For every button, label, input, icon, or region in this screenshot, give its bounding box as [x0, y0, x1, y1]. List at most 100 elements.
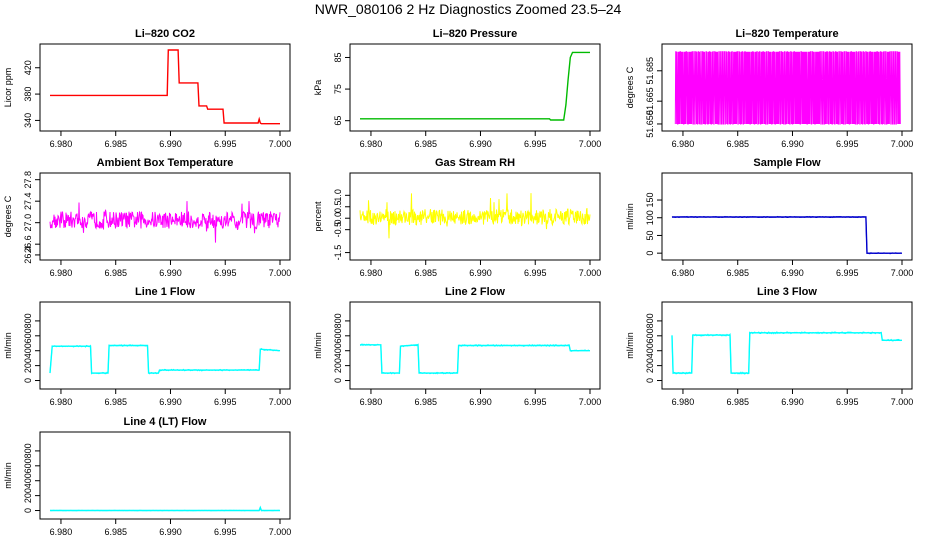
panel-title: Li–820 CO2	[135, 28, 195, 40]
x-tick-label: 6.990	[469, 139, 492, 149]
data-series-noise	[671, 330, 902, 375]
x-tick-label: 6.995	[214, 397, 237, 407]
panel-4: Ambient Box Temperature degrees C 6.980 6.9…	[3, 157, 291, 278]
y-tick-label: 0.5	[333, 201, 343, 214]
plot-frame	[661, 301, 913, 390]
panel-title: Li–820 Temperature	[735, 28, 838, 40]
y-tick-label: 100	[645, 210, 655, 225]
x-tick-label: 6.980	[672, 139, 695, 149]
y-tick-label: 200	[333, 358, 343, 373]
panel-6: Sample Flow ml/min 6.980 6.985 6.990 6.995 7.0…	[625, 157, 913, 278]
plot-frame	[39, 43, 291, 132]
x-tick-label: 7.000	[269, 268, 292, 278]
y-axis-label: kPa	[313, 80, 323, 96]
panel-1: Li–820 CO2 Licor ppm 6.980 6.985 6.990 6.995 7…	[3, 28, 291, 149]
x-tick-label: 6.985	[104, 139, 127, 149]
x-tick-label: 6.985	[104, 397, 127, 407]
x-tick-label: 6.985	[104, 527, 127, 537]
x-tick-label: 6.985	[414, 139, 437, 149]
y-axis-label: degrees C	[625, 66, 635, 108]
y-tick-label: 0	[333, 378, 343, 383]
x-tick-label: 6.995	[836, 397, 859, 407]
y-tick-label: 27.4	[23, 192, 33, 210]
x-tick-label: 6.990	[159, 397, 182, 407]
y-tick-label: 27.0	[23, 214, 33, 232]
y-tick-label: 200	[23, 488, 33, 503]
panel-9: Line 3 Flow ml/min 6.980 6.985 6.990 6.995 7.0…	[625, 286, 913, 407]
x-tick-label: 6.980	[50, 527, 73, 537]
panel-title: Line 2 Flow	[445, 286, 505, 298]
plot-frame	[661, 172, 913, 261]
data-series-noise	[49, 344, 279, 375]
y-tick-label: 600	[23, 328, 33, 343]
page-title: NWR_080106 2 Hz Diagnostics Zoomed 23.5–…	[314, 1, 622, 17]
x-tick-label: 6.990	[159, 268, 182, 278]
y-tick-label: 0	[645, 378, 655, 383]
x-tick-label: 7.000	[891, 397, 914, 407]
panel-title: Li–820 Pressure	[433, 28, 517, 40]
x-tick-label: 6.995	[214, 527, 237, 537]
data-series-line	[49, 201, 281, 243]
y-tick-label: 800	[333, 313, 343, 328]
y-axis-label: ml/min	[625, 203, 635, 230]
y-tick-label: 200	[645, 358, 655, 373]
y-tick-label: 65	[333, 116, 343, 126]
x-tick-label: 6.980	[50, 268, 73, 278]
y-axis-label: Licor ppm	[3, 68, 13, 108]
y-tick-label: -0.5	[333, 222, 343, 238]
panel-title: Sample Flow	[753, 157, 821, 169]
y-tick-label: 200	[23, 358, 33, 373]
x-tick-label: 6.990	[781, 139, 804, 149]
y-axis-label: degrees C	[3, 195, 13, 237]
x-tick-label: 6.980	[672, 268, 695, 278]
data-series-line	[360, 51, 590, 121]
y-axis-label: percent	[313, 201, 323, 232]
x-tick-label: 6.985	[726, 139, 749, 149]
y-tick-label: 150	[645, 193, 655, 208]
y-tick-label: 400	[645, 343, 655, 358]
x-tick-label: 6.995	[836, 268, 859, 278]
data-series-noise	[671, 215, 902, 255]
y-tick-label: 600	[645, 328, 655, 343]
x-tick-label: 6.995	[214, 139, 237, 149]
panel-10: Line 4 (LT) Flow ml/min 6.980 6.985 6.990 6.9…	[3, 416, 291, 537]
data-series-noise	[359, 343, 590, 375]
y-tick-label: 26.6	[23, 235, 33, 253]
y-axis-label: ml/min	[3, 332, 13, 359]
plot-frame	[349, 43, 601, 132]
y-tick-label: 51.685	[645, 57, 655, 85]
data-series-line	[359, 193, 591, 239]
y-tick-label: 0	[645, 251, 655, 256]
panel-3: Li–820 Temperature degrees C 6.980 6.985 6.9…	[625, 28, 913, 149]
panel-title: Ambient Box Temperature	[97, 157, 234, 169]
x-tick-label: 6.980	[672, 397, 695, 407]
x-tick-label: 6.990	[159, 527, 182, 537]
x-tick-label: 7.000	[891, 139, 914, 149]
x-tick-label: 6.980	[360, 268, 383, 278]
plot-frame	[661, 43, 913, 132]
y-axis-label: ml/min	[625, 332, 635, 359]
x-tick-label: 7.000	[579, 397, 602, 407]
x-tick-label: 6.990	[781, 397, 804, 407]
x-tick-label: 6.995	[524, 397, 547, 407]
y-axis-label: ml/min	[313, 332, 323, 359]
plot-frame	[39, 301, 291, 390]
y-tick-label: 85	[333, 52, 343, 62]
x-tick-label: 6.985	[726, 268, 749, 278]
x-tick-label: 7.000	[579, 268, 602, 278]
x-tick-label: 6.990	[159, 139, 182, 149]
x-tick-label: 6.985	[414, 397, 437, 407]
y-axis-label: ml/min	[3, 462, 13, 489]
plot-frame	[39, 172, 291, 261]
y-tick-label: 400	[23, 343, 33, 358]
y-tick-label: 75	[333, 84, 343, 94]
y-tick-label: 800	[645, 313, 655, 328]
x-tick-label: 6.980	[360, 397, 383, 407]
y-tick-label: 50	[645, 230, 655, 240]
plot-frame	[349, 172, 601, 261]
x-tick-label: 6.995	[836, 139, 859, 149]
x-tick-label: 7.000	[269, 527, 292, 537]
y-tick-label: 380	[23, 87, 33, 102]
y-tick-label: 0	[23, 508, 33, 513]
